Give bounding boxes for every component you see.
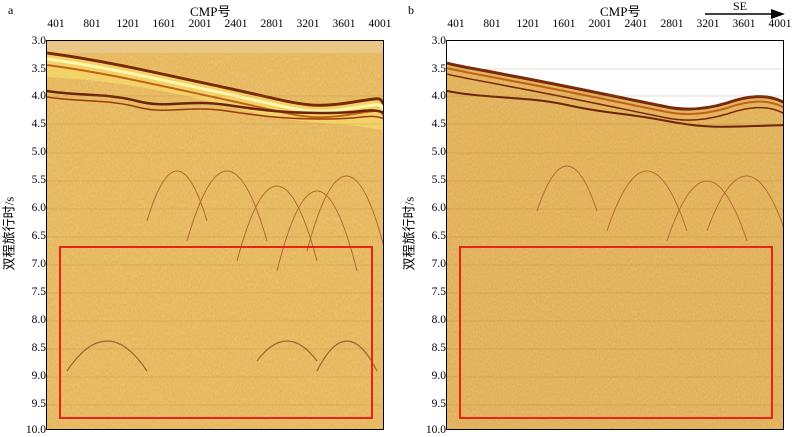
y-axis-label: 双程旅行时/s bbox=[401, 196, 417, 271]
x-tick: 3601 bbox=[332, 18, 356, 30]
y-tick: 9.0 bbox=[431, 370, 446, 382]
x-tick: 801 bbox=[483, 18, 501, 30]
highlight-box bbox=[59, 246, 373, 419]
x-tick: 3201 bbox=[696, 18, 720, 30]
x-tick: 4001 bbox=[768, 18, 792, 30]
panel-letter: a bbox=[8, 3, 14, 17]
y-tick: 8.5 bbox=[431, 342, 446, 354]
x-tick: 801 bbox=[83, 18, 101, 30]
x-tick: 1601 bbox=[552, 18, 576, 30]
x-tick: 2401 bbox=[624, 18, 648, 30]
x-tick: 3601 bbox=[732, 18, 756, 30]
y-tick: 3.0 bbox=[31, 35, 46, 47]
y-tick: 5.5 bbox=[431, 174, 446, 186]
x-tick: 2001 bbox=[588, 18, 612, 30]
y-tick: 5.0 bbox=[31, 146, 46, 158]
panel-b: b CMP号 SE 401 801 1201 1601 2001 2401 28… bbox=[400, 0, 800, 437]
y-tick: 10.0 bbox=[425, 424, 446, 436]
x-tick: 401 bbox=[447, 18, 465, 30]
y-tick: 6.5 bbox=[31, 230, 46, 242]
x-tick: 1601 bbox=[152, 18, 176, 30]
y-tick: 8.0 bbox=[431, 314, 446, 326]
x-axis-label: CMP号 bbox=[600, 4, 641, 19]
x-tick: 2001 bbox=[188, 18, 212, 30]
x-tick: 1201 bbox=[516, 18, 540, 30]
y-tick: 4.5 bbox=[431, 118, 446, 130]
y-tick: 6.0 bbox=[31, 202, 46, 214]
y-tick: 8.0 bbox=[31, 314, 46, 326]
y-tick: 6.0 bbox=[431, 202, 446, 214]
panel-a: a CMP号 401 801 1201 1601 2001 2401 2801 … bbox=[1, 3, 392, 436]
y-tick: 4.5 bbox=[31, 118, 46, 130]
y-tick: 3.5 bbox=[31, 63, 46, 75]
x-tick: 401 bbox=[47, 18, 65, 30]
y-tick: 5.0 bbox=[431, 146, 446, 158]
y-tick: 5.5 bbox=[31, 174, 46, 186]
y-tick: 7.0 bbox=[431, 258, 446, 270]
x-tick: 2801 bbox=[660, 18, 684, 30]
direction-arrow-icon bbox=[705, 9, 785, 19]
y-tick: 7.0 bbox=[31, 258, 46, 270]
seismic-image-a bbox=[47, 41, 383, 429]
y-tick: 7.5 bbox=[31, 286, 46, 298]
seismic-section-a bbox=[46, 40, 384, 430]
y-tick: 10.0 bbox=[25, 424, 46, 436]
x-tick: 2401 bbox=[224, 18, 248, 30]
x-tick: 1201 bbox=[116, 18, 140, 30]
x-axis-label: CMP号 bbox=[190, 4, 231, 19]
y-tick: 3.0 bbox=[431, 35, 446, 47]
y-tick: 4.0 bbox=[431, 90, 446, 102]
seismic-section-b bbox=[446, 40, 784, 430]
y-tick: 3.5 bbox=[431, 63, 446, 75]
y-tick: 8.5 bbox=[31, 342, 46, 354]
y-tick: 9.5 bbox=[31, 398, 46, 410]
y-axis-label: 双程旅行时/s bbox=[1, 196, 17, 271]
x-tick: 4001 bbox=[368, 18, 392, 30]
y-tick: 4.0 bbox=[31, 90, 46, 102]
highlight-box bbox=[459, 246, 773, 419]
panel-letter: b bbox=[408, 3, 414, 17]
seismic-image-b bbox=[447, 41, 783, 429]
y-tick: 6.5 bbox=[431, 230, 446, 242]
x-tick: 3201 bbox=[296, 18, 320, 30]
direction-label: SE bbox=[733, 0, 748, 13]
y-tick: 7.5 bbox=[431, 286, 446, 298]
y-tick: 9.0 bbox=[31, 370, 46, 382]
x-tick: 2801 bbox=[260, 18, 284, 30]
y-tick: 9.5 bbox=[431, 398, 446, 410]
